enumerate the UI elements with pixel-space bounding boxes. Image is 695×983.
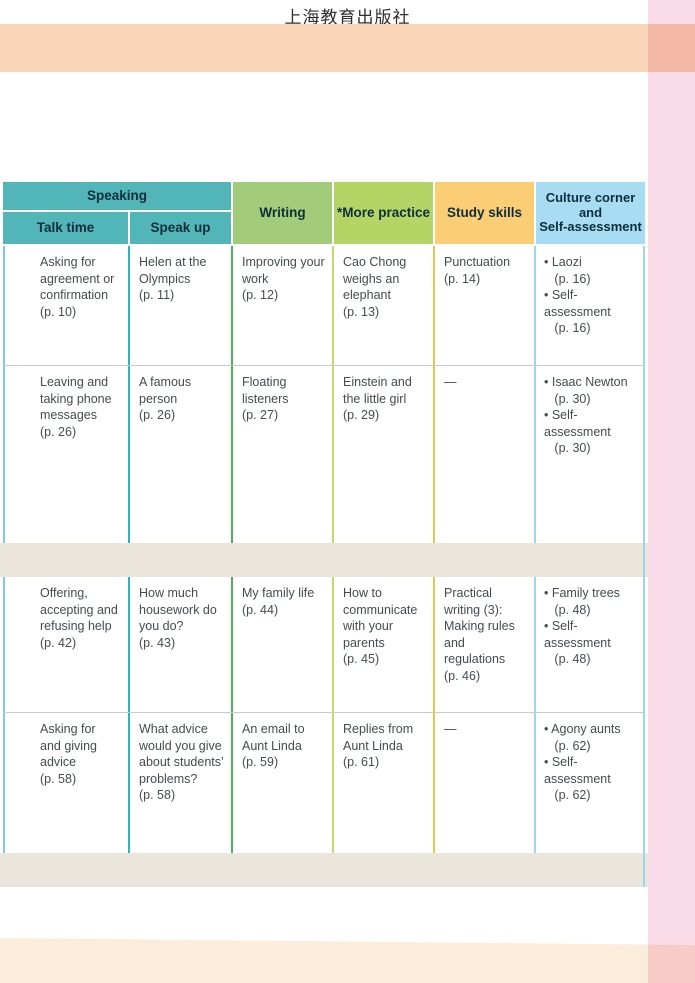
cell-study-skills: — [433, 713, 534, 853]
header-culture-corner: Culture corner and Self-assessment [534, 182, 645, 244]
header-study-skills: Study skills [433, 182, 534, 244]
table-row: Asking for agreement or confirmation (p.… [3, 246, 645, 365]
cell-talk-time: Leaving and taking phone messages (p. 26… [3, 366, 128, 543]
header-talk-time: Talk time [3, 212, 128, 244]
cell-culture-corner: • Laozi (p. 16) • Self-assessment (p. 16… [534, 246, 645, 365]
cell-culture-corner: • Isaac Newton (p. 30) • Self-assessment… [534, 366, 645, 543]
revision-separator-band [0, 543, 648, 577]
table-block-1: Asking for agreement or confirmation (p.… [3, 246, 645, 543]
cell-talk-time: Asking for agreement or confirmation (p.… [3, 246, 128, 365]
cell-talk-time: Offering, accepting and refusing help (p… [3, 577, 128, 712]
cell-culture-corner: • Family trees (p. 48) • Self-assessment… [534, 577, 645, 712]
cell-more-practice: Einstein and the little girl (p. 29) [332, 366, 433, 543]
cell-culture-corner: • Agony aunts (p. 62) • Self-assessment … [534, 713, 645, 853]
cell-writing: An email to Aunt Linda (p. 59) [231, 713, 332, 853]
cell-study-skills: Practical writing (3): Making rules and … [433, 577, 534, 712]
table-row: Offering, accepting and refusing help (p… [3, 577, 645, 712]
table-header-row: Speaking Talk time Speak up Writing *Mor… [3, 182, 645, 244]
table-right-border [643, 246, 645, 887]
cell-speak-up: What advice would you give about student… [128, 713, 231, 853]
table-row: Asking for and giving advice (p. 58) Wha… [3, 713, 645, 853]
cell-speak-up: Helen at the Olympics (p. 11) [128, 246, 231, 365]
bottom-peach-band [0, 938, 695, 983]
cell-speak-up: How much housework do you do? (p. 43) [128, 577, 231, 712]
table-row: Leaving and taking phone messages (p. 26… [3, 366, 645, 543]
pink-page-edge [648, 0, 695, 983]
speaking-subheaders: Talk time Speak up [3, 212, 231, 244]
cell-study-skills: Punctuation (p. 14) [433, 246, 534, 365]
speaking-header-group: Speaking Talk time Speak up [3, 182, 231, 244]
cell-talk-time: Asking for and giving advice (p. 58) [3, 713, 128, 853]
cell-more-practice: Cao Chong weighs an elephant (p. 13) [332, 246, 433, 365]
cell-writing: Improving your work (p. 12) [231, 246, 332, 365]
cell-study-skills: — [433, 366, 534, 543]
cell-speak-up: A famous person (p. 26) [128, 366, 231, 543]
header-writing: Writing [231, 182, 332, 244]
row-divider [3, 712, 645, 713]
contents-table: Speaking Talk time Speak up Writing *Mor… [3, 182, 645, 853]
publisher-title: 上海教育出版社 [284, 8, 411, 27]
row-divider [3, 365, 645, 366]
header-speaking: Speaking [3, 182, 231, 212]
revision-separator-band [0, 853, 648, 887]
header-speak-up: Speak up [128, 212, 231, 244]
cell-more-practice: How to communicate with your parents (p.… [332, 577, 433, 712]
cell-writing: My family life (p. 44) [231, 577, 332, 712]
cell-writing: Floating listeners (p. 27) [231, 366, 332, 543]
header-more-practice: *More practice [332, 182, 433, 244]
band-spacer [3, 543, 645, 577]
cell-more-practice: Replies from Aunt Linda (p. 61) [332, 713, 433, 853]
table-block-2: Offering, accepting and refusing help (p… [3, 577, 645, 853]
top-orange-band [0, 24, 695, 72]
